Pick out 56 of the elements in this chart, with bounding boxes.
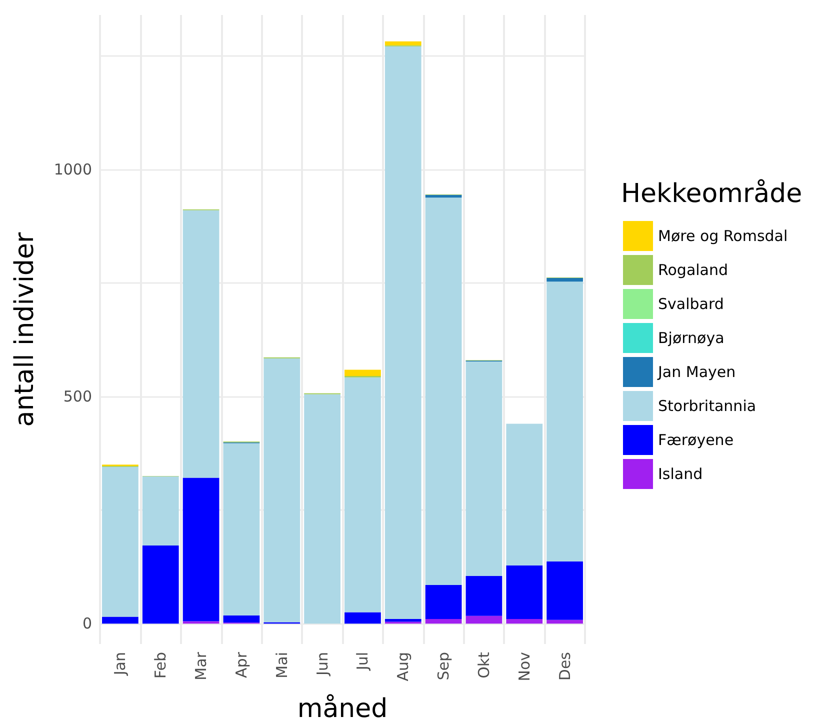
- y-tick-label: 500: [63, 387, 92, 406]
- bar: [506, 424, 543, 566]
- bar: [142, 545, 179, 624]
- bar: [384, 619, 422, 622]
- bar: [264, 358, 300, 622]
- y-tick-label: 1000: [54, 160, 92, 178]
- bar: [344, 377, 381, 612]
- x-tick-label: Sep: [434, 652, 453, 680]
- bar: [546, 282, 583, 562]
- bar: [384, 46, 422, 620]
- bar: [182, 210, 220, 478]
- legend-label: Jan Mayen: [657, 363, 736, 381]
- x-axis-title: måned: [297, 694, 388, 724]
- bar: [425, 584, 462, 620]
- bar: [182, 478, 220, 622]
- bar: [344, 612, 381, 624]
- x-tick-label: Nov: [515, 652, 534, 682]
- legend-label: Island: [658, 465, 703, 483]
- legend-label: Møre og Romsdal: [658, 227, 788, 245]
- bar: [425, 619, 462, 624]
- legend-label: Færøyene: [658, 431, 734, 449]
- bar: [304, 394, 340, 624]
- x-tick-label: Jan: [111, 652, 130, 676]
- bar: [142, 476, 179, 546]
- bar: [344, 370, 381, 376]
- bar: [506, 619, 543, 624]
- bar: [384, 41, 422, 46]
- y-tick-label: 0: [82, 614, 92, 633]
- bar: [466, 616, 502, 624]
- bar: [425, 194, 462, 198]
- bar: [425, 198, 462, 585]
- legend-title: Hekkeområde: [621, 179, 802, 209]
- bar: [506, 565, 543, 620]
- x-tick-label: Mai: [272, 652, 291, 678]
- bar: [102, 616, 138, 624]
- legend-label: Rogaland: [658, 261, 728, 279]
- bar: [546, 620, 583, 624]
- x-tick-label: Apr: [232, 651, 250, 678]
- bar: [466, 362, 502, 576]
- legend-label: Bjørnøya: [658, 329, 724, 347]
- legend-label: Storbritannia: [658, 397, 756, 415]
- x-tick-label: Jul: [354, 652, 372, 672]
- bar: [223, 443, 260, 616]
- x-tick-label: Aug: [394, 652, 412, 682]
- y-axis-title: antall individer: [10, 232, 40, 427]
- x-tick-label: Mar: [192, 651, 210, 680]
- x-tick-label: Feb: [152, 652, 170, 679]
- legend-label: Svalbard: [658, 295, 724, 313]
- x-tick-label: Jun: [313, 652, 332, 676]
- bar: [223, 615, 260, 623]
- bar: [102, 466, 138, 617]
- x-tick-label: Okt: [474, 652, 493, 678]
- bar: [546, 561, 583, 620]
- bar: [546, 278, 583, 282]
- x-tick-label: Des: [556, 652, 574, 681]
- bar: [466, 576, 502, 616]
